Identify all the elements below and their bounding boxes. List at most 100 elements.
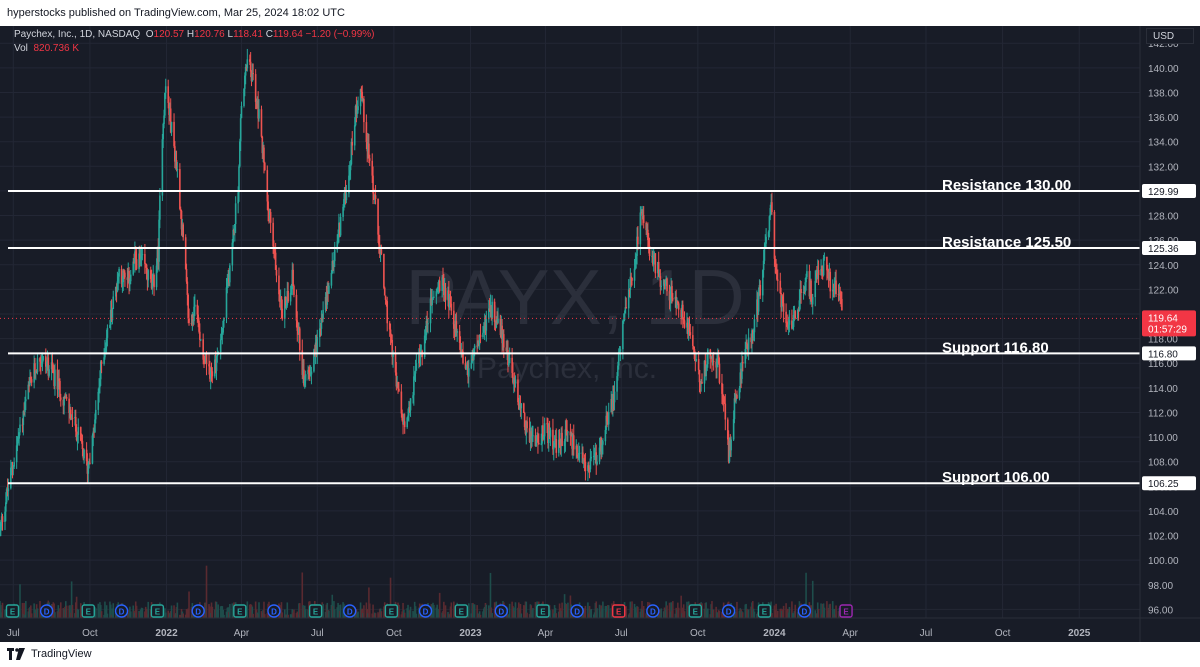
candle-body <box>427 323 429 325</box>
volume-bar <box>168 612 170 618</box>
earnings-event-marker[interactable] <box>612 604 626 618</box>
earnings-event-marker[interactable] <box>308 604 323 618</box>
candle-body <box>412 395 414 399</box>
volume-bar <box>111 608 114 618</box>
candle-body <box>215 356 218 372</box>
volume-bar <box>361 608 364 618</box>
candle-body <box>478 343 480 345</box>
earnings-event-marker[interactable] <box>688 604 703 618</box>
dividend-event-marker[interactable] <box>418 604 433 618</box>
volume-bar <box>34 613 36 618</box>
earnings-event-marker[interactable] <box>384 604 399 618</box>
dividend-event-marker[interactable] <box>191 604 205 618</box>
candle-body <box>465 366 468 369</box>
volume-bar <box>254 601 257 618</box>
volume-bar <box>295 613 298 618</box>
volume-bar <box>792 614 795 618</box>
currency-selector[interactable]: USD <box>1146 28 1194 44</box>
volume-bar <box>109 604 112 618</box>
candle-body <box>799 288 802 301</box>
dividend-event-marker[interactable] <box>39 604 54 618</box>
volume-bar <box>488 608 491 618</box>
candle-body <box>278 294 281 302</box>
candle-body <box>816 273 818 278</box>
volume-bar <box>181 611 184 618</box>
candle-body <box>717 355 719 359</box>
volume-bar <box>211 606 214 618</box>
candle-body <box>70 417 73 420</box>
volume-bar <box>436 604 438 618</box>
candle-body <box>583 458 586 462</box>
chart-pane[interactable]: PAYX, 1D Paychex, Inc. Resistance 130.00 Re… <box>0 26 1200 642</box>
volume-bar <box>74 613 76 618</box>
candle-body <box>388 323 391 330</box>
volume-bar <box>662 611 665 618</box>
candle-body <box>374 195 377 199</box>
candle-body <box>81 440 84 450</box>
time-axis-tick: Jul <box>7 628 20 639</box>
volume-bar <box>70 581 73 618</box>
candle-body <box>298 328 300 334</box>
candle-body <box>391 339 394 357</box>
dividend-event-marker[interactable] <box>343 604 357 618</box>
volume-bar <box>368 603 371 618</box>
volume-bar <box>704 603 707 618</box>
volume-bar <box>129 611 132 618</box>
tradingview-logo[interactable]: TradingView <box>7 648 92 660</box>
earnings-event-marker[interactable] <box>839 604 853 618</box>
earnings-event-marker[interactable] <box>5 604 20 618</box>
candle-body <box>788 320 791 325</box>
volume-bar <box>746 608 748 618</box>
last-price-tag <box>1142 310 1196 337</box>
candle-body <box>810 280 812 302</box>
volume-bar <box>529 604 532 618</box>
volume-bar <box>105 605 108 618</box>
candle-body <box>28 384 30 386</box>
volume-bar <box>774 610 777 618</box>
dividend-event-marker[interactable] <box>721 604 736 618</box>
dividend-event-marker[interactable] <box>267 604 281 618</box>
time-axis-tick: Apr <box>234 628 250 639</box>
earnings-event-marker[interactable] <box>757 604 772 618</box>
earnings-event-marker[interactable] <box>150 604 165 618</box>
volume-bar <box>606 611 608 618</box>
earnings-event-marker[interactable] <box>233 604 247 618</box>
earnings-event-marker[interactable] <box>536 604 550 618</box>
candle-body <box>715 361 717 368</box>
dividend-event-marker[interactable] <box>570 604 584 618</box>
candle-body <box>746 344 749 350</box>
candle-body <box>302 369 304 375</box>
candle-body <box>456 331 458 333</box>
volume-bar <box>257 613 259 618</box>
dividend-event-marker[interactable] <box>114 604 129 618</box>
volume-bar <box>338 605 340 618</box>
candle-body <box>398 388 400 392</box>
candle-body <box>179 169 181 209</box>
volume-bar <box>187 608 189 618</box>
candle-body <box>524 427 527 434</box>
volume-bar <box>443 614 446 618</box>
candle-body <box>36 358 39 373</box>
dividend-event-marker[interactable] <box>646 604 660 618</box>
candle-body <box>368 158 371 161</box>
volume-bar <box>71 604 74 618</box>
volume-bar <box>674 613 677 618</box>
candle-body <box>724 403 727 420</box>
volume-bar <box>326 602 329 618</box>
dividend-event-marker[interactable] <box>797 604 812 618</box>
candle-body <box>157 248 160 262</box>
volume-bar <box>145 608 148 618</box>
candle-body <box>413 373 416 377</box>
earnings-event-marker[interactable] <box>454 604 469 618</box>
candle-body <box>232 229 234 243</box>
candle-body <box>519 404 522 409</box>
candle-body <box>75 431 78 441</box>
candle-body <box>431 299 433 306</box>
dividend-event-marker[interactable] <box>494 604 509 618</box>
earnings-event-marker[interactable] <box>81 604 95 618</box>
candle-body <box>512 379 515 383</box>
candle-body <box>787 324 790 329</box>
candle-body <box>324 296 327 310</box>
candle-body <box>739 372 742 389</box>
